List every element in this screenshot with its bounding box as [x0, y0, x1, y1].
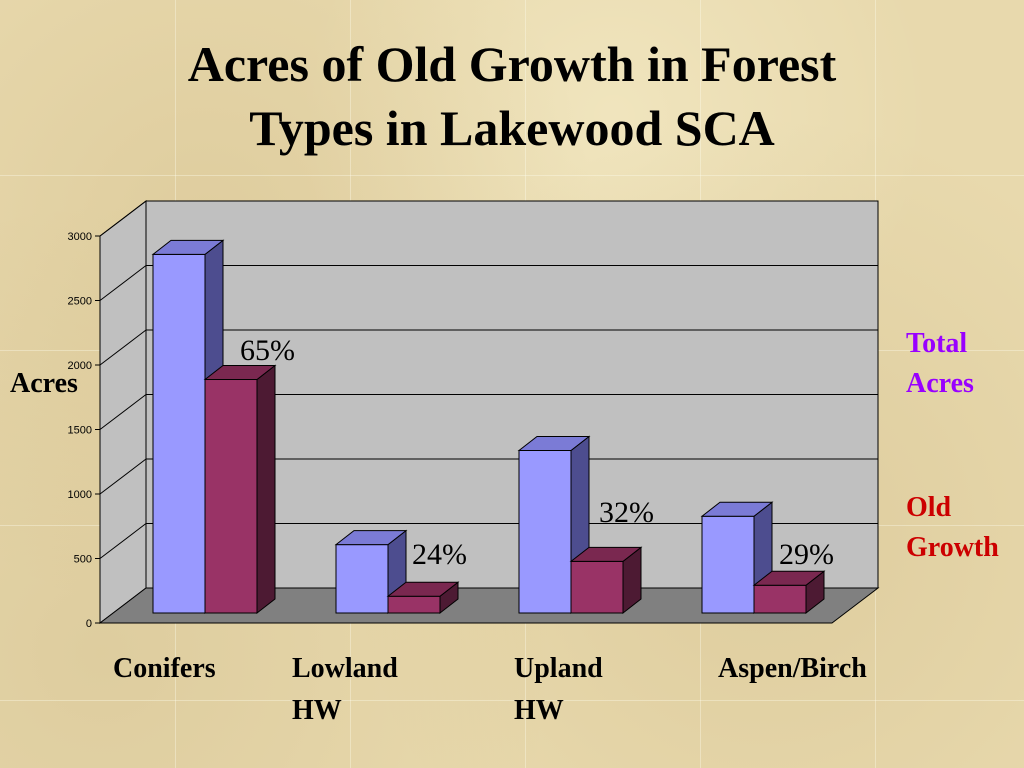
- category-label-conifers: Conifers: [113, 648, 216, 690]
- gridline-side: [99, 458, 147, 495]
- bar-top: [334, 530, 408, 546]
- percent-annotation-lowland-hw: 24%: [412, 538, 467, 571]
- bar-top: [151, 239, 225, 255]
- chart-title: Acres of Old Growth in Forest Types in L…: [40, 32, 984, 160]
- category-label-line: Conifers: [113, 653, 216, 684]
- bar-front: [152, 253, 206, 614]
- legend-total-acres: Total Acres: [906, 324, 974, 404]
- bar-top: [700, 501, 774, 517]
- y-tick-label: 1500: [68, 425, 92, 437]
- legend-label-line: Growth: [906, 532, 999, 563]
- bar-front: [753, 584, 807, 614]
- bar-front: [387, 595, 441, 614]
- bar-top: [752, 570, 826, 586]
- category-label-line: HW: [292, 695, 342, 726]
- legend-label-line: Acres: [906, 368, 974, 399]
- chart-title-line: Acres of Old Growth in Forest: [187, 36, 837, 92]
- bar-front: [518, 449, 572, 614]
- category-label-lowland-hw: Lowland HW: [292, 648, 398, 732]
- category-label-aspen-birch: Aspen/Birch: [718, 648, 867, 690]
- bar-front: [335, 544, 389, 614]
- gridline-side: [99, 200, 147, 237]
- gridline-side: [99, 265, 147, 301]
- gridline-side: [99, 523, 147, 559]
- bar-top: [517, 435, 591, 451]
- percent-annotation-upland-hw: 32%: [599, 496, 654, 529]
- legend-label-line: Old: [906, 492, 952, 523]
- texture-seam: [0, 700, 1024, 701]
- bar-front: [570, 560, 624, 614]
- percent-annotation-aspen-birch: 29%: [779, 538, 834, 571]
- y-tick-label: 2000: [68, 360, 92, 372]
- category-label-upland-hw: Upland HW: [514, 648, 603, 732]
- category-label-line: HW: [514, 695, 564, 726]
- gridline-side: [99, 394, 147, 430]
- y-tick-label: 2500: [68, 296, 92, 308]
- y-tick-label: 3000: [68, 231, 92, 243]
- bar-front: [204, 379, 258, 614]
- gridline-side: [99, 329, 147, 366]
- bar-front: [701, 515, 755, 614]
- y-tick-label: 0: [86, 618, 92, 630]
- category-label-line: Aspen/Birch: [718, 653, 867, 684]
- y-tick-label: 500: [74, 554, 92, 566]
- legend-old-growth: Old Growth: [906, 488, 999, 568]
- legend-label-line: Total: [906, 328, 968, 359]
- bar-top: [569, 546, 643, 562]
- texture-seam: [0, 175, 1024, 176]
- bar-top: [386, 581, 460, 597]
- bar-side: [256, 364, 276, 615]
- y-tick-label: 1000: [68, 489, 92, 501]
- chart-title-line: Types in Lakewood SCA: [249, 100, 775, 156]
- percent-annotation-conifers: 65%: [240, 334, 295, 367]
- chart-floor: [98, 587, 880, 624]
- y-axis-label: Acres: [10, 368, 78, 399]
- category-label-line: Lowland: [292, 653, 398, 684]
- bar-top: [203, 365, 277, 381]
- category-label-line: Upland: [514, 653, 603, 684]
